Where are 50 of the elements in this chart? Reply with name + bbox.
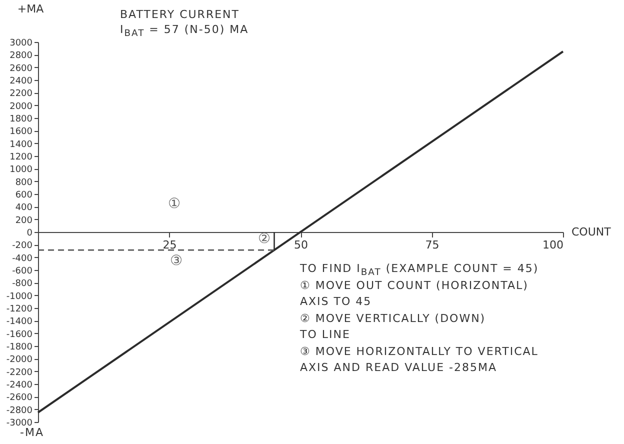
annotation: ① MOVE OUT COUNT (HORIZONTAL) — [300, 278, 528, 292]
y-tick-label: 2000 — [10, 102, 33, 112]
text: -MA — [20, 426, 44, 439]
y-tick-label: 2600 — [10, 64, 33, 74]
y-tick-label: -2400 — [6, 380, 33, 390]
x-axis-title: COUNT — [572, 226, 612, 238]
y-tick-label: 0 — [26, 228, 33, 238]
y-tick-label: -2800 — [6, 406, 33, 416]
annotation: AXIS AND READ VALUE -285MA — [300, 361, 497, 374]
annotation: TO LINE — [300, 328, 350, 341]
y-tick-label: 2800 — [10, 51, 33, 62]
annotation: AXIS TO 45 — [300, 295, 372, 308]
y-tick-label: -600 — [12, 266, 33, 276]
annotation: ③ — [170, 253, 183, 269]
y-tick-label: -800 — [12, 279, 33, 290]
x-tick-label: 25 — [162, 238, 177, 252]
x-tick-label: 100 — [542, 238, 564, 252]
y-tick-label: -3000 — [6, 418, 33, 428]
chart-subtitle: I$_{BAT}$ = 57 (N-50) MA — [120, 23, 249, 40]
y-tick-label: 1200 — [10, 152, 33, 162]
y-tick-label: 400 — [15, 203, 33, 214]
y-tick-label: 1800 — [10, 114, 33, 124]
x-tick-label: 75 — [425, 238, 440, 252]
y-tick-label: -2000 — [6, 355, 33, 366]
y-tick-label: 1400 — [10, 140, 33, 150]
y-tick-label: -2200 — [6, 368, 33, 378]
y-tick-label: -1400 — [6, 317, 33, 328]
chart-title: BATTERY CURRENT — [120, 8, 240, 21]
y-tick-label: -1200 — [6, 304, 33, 314]
y-tick-label: 1000 — [10, 165, 33, 176]
annotation: TO FIND I$_{BAT}$ (EXAMPLE COUNT = 45) — [300, 262, 539, 278]
y-tick-label: -2600 — [6, 393, 33, 404]
annotation: ③ MOVE HORIZONTALLY TO VERTICAL — [300, 344, 538, 358]
annotation: ② — [258, 231, 271, 247]
x-tick-label: 50 — [294, 238, 308, 252]
y-tick-label: -400 — [12, 254, 33, 264]
y-tick-label: -1000 — [6, 292, 33, 302]
y-tick-label: 3000 — [10, 38, 33, 48]
y-tick-label: 1600 — [10, 127, 33, 138]
y-tick-label: 2200 — [10, 89, 33, 100]
y-tick-label: -1600 — [6, 330, 33, 340]
y-tick-label: 200 — [15, 216, 33, 226]
y-tick-label: -200 — [12, 241, 33, 252]
y-tick-label: 800 — [15, 178, 33, 188]
annotation: ① — [168, 196, 181, 212]
y-tick-label: 600 — [15, 190, 33, 200]
annotation: ② MOVE VERTICALLY (DOWN) — [300, 312, 486, 324]
y-axis-title: +MA — [17, 2, 44, 16]
y-tick-label: -1800 — [6, 342, 33, 352]
y-tick-label: 2400 — [10, 76, 33, 86]
